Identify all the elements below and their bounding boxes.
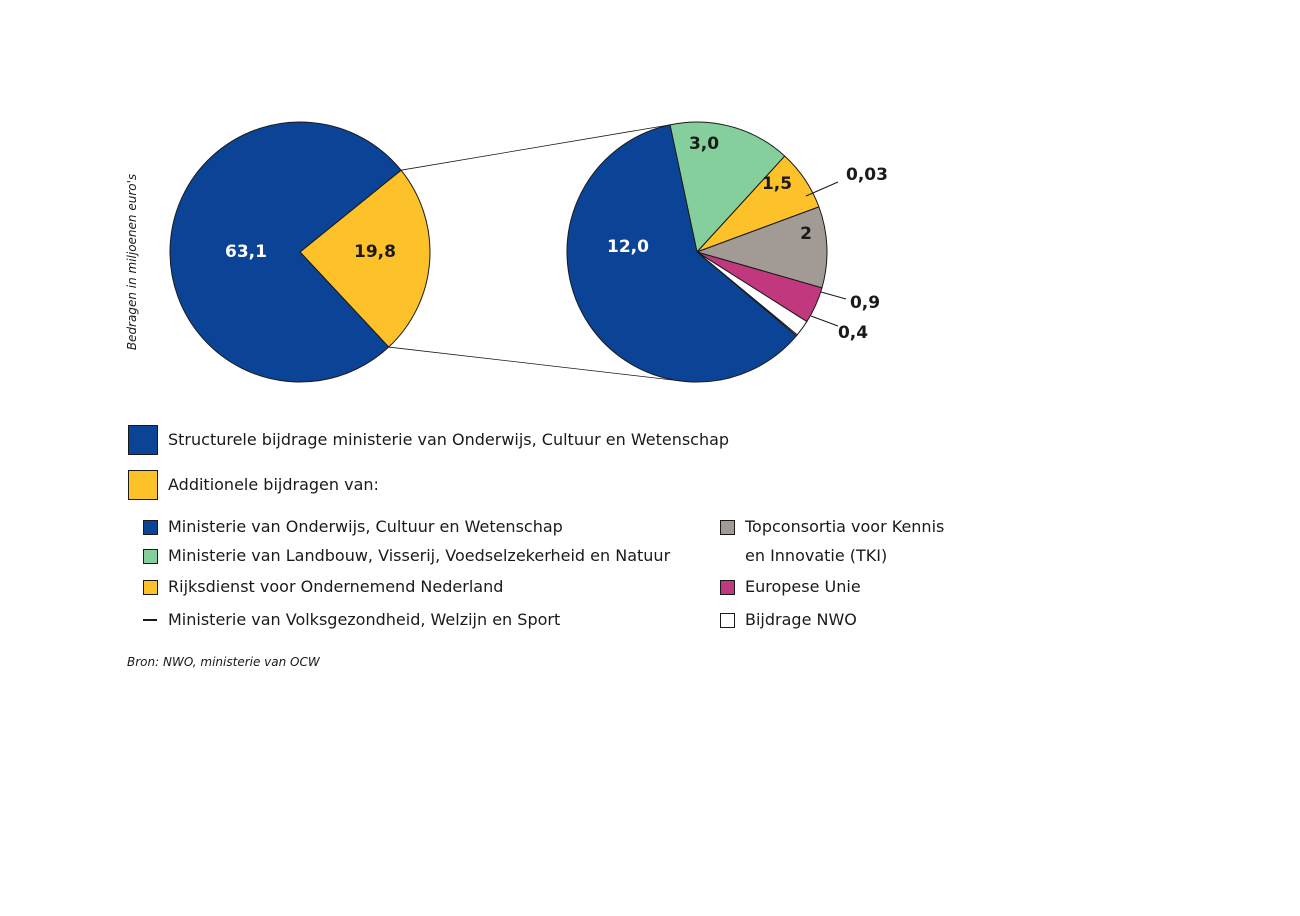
legend-label: Ministerie van Landbouw, Visserij, Voeds…	[168, 546, 671, 565]
legend-label: Bijdrage NWO	[745, 610, 857, 629]
legend-item-rvo: Rijksdienst voor Ondernemend Nederland	[143, 579, 503, 595]
connector-line	[400, 124, 671, 171]
label-leader-line	[805, 181, 839, 197]
legend-item-ocw: Ministerie van Onderwijs, Cultuur en Wet…	[143, 519, 563, 535]
pie-slice	[696, 206, 828, 289]
legend-swatch	[143, 579, 158, 595]
legend-label: Europese Unie	[745, 577, 861, 596]
source-note: Bron: NWO, ministerie van OCW	[127, 655, 320, 669]
legend-label: en Innovatie (TKI)	[745, 546, 888, 565]
label-leader-line	[810, 315, 839, 327]
data-label: 0,03	[846, 165, 888, 185]
legend-label: Topconsortia voor Kennis	[745, 517, 945, 536]
data-label: 1,5	[762, 174, 792, 194]
legend-swatch	[720, 579, 735, 595]
data-label: 63,1	[225, 242, 267, 262]
legend-label: Rijksdienst voor Ondernemend Nederland	[168, 577, 504, 596]
legend-label: Additionele bijdragen van:	[168, 475, 379, 494]
main-pie: 63,1 19,8	[169, 121, 431, 383]
legend-swatch	[128, 470, 158, 500]
data-label: 12,0	[607, 237, 649, 257]
pie-slice	[169, 121, 402, 383]
legend-item-vws: Ministerie van Volksgezondheid, Welzijn …	[143, 612, 560, 628]
connector-lines	[388, 124, 679, 382]
legend-item-nwo: Bijdrage NWO	[720, 612, 857, 628]
legend-item-tki-cont: en Innovatie (TKI)	[745, 548, 887, 564]
legend-swatch	[143, 548, 158, 564]
legend-label: Structurele bijdrage ministerie van Onde…	[168, 430, 730, 449]
legend-label: Ministerie van Onderwijs, Cultuur en Wet…	[168, 517, 563, 536]
pie-slice	[669, 121, 786, 253]
data-label: 0,4	[838, 323, 868, 343]
legend-item-additional: Additionele bijdragen van:	[128, 470, 379, 500]
data-label: 0,9	[850, 293, 880, 313]
legend-label: Ministerie van Volksgezondheid, Welzijn …	[168, 610, 561, 629]
pie-charts: 63,1 19,8 12,0 3,0 1,5 0,03 2 0,9 0,4 Bedragen …	[125, 121, 888, 383]
legend-item-tki: Topconsortia voor Kennis	[720, 519, 944, 535]
connector-line	[388, 346, 679, 382]
legend-swatch	[128, 425, 158, 455]
pie-slice	[299, 169, 431, 348]
legend-item-eu: Europese Unie	[720, 579, 861, 595]
data-label: 3,0	[689, 134, 719, 154]
legend-swatch	[720, 612, 735, 628]
legend-item-lvvn: Ministerie van Landbouw, Visserij, Voeds…	[143, 548, 670, 564]
data-label: 2	[800, 224, 812, 244]
legend-swatch	[720, 519, 735, 535]
legend-swatch	[143, 519, 158, 535]
label-leader-line	[820, 291, 847, 300]
legend-line-marker	[143, 619, 157, 621]
detail-pie: 12,0 3,0 1,5 0,03 2 0,9 0,4	[566, 121, 888, 383]
y-axis-label: Bedragen in miljoenen euro's	[125, 174, 139, 350]
data-label: 19,8	[354, 242, 396, 262]
pie-slice	[566, 124, 797, 383]
legend-item-ocw-structural: Structurele bijdrage ministerie van Onde…	[128, 425, 729, 455]
